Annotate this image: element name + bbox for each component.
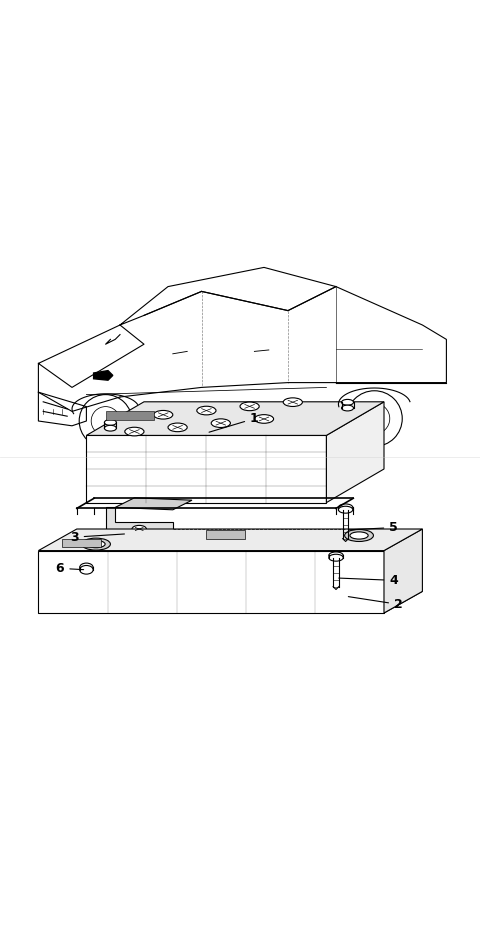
Ellipse shape — [211, 419, 230, 428]
Polygon shape — [38, 551, 384, 613]
Polygon shape — [115, 498, 192, 509]
Ellipse shape — [338, 504, 353, 511]
Ellipse shape — [350, 532, 368, 539]
Text: 1: 1 — [209, 412, 259, 432]
Ellipse shape — [329, 552, 343, 559]
Ellipse shape — [341, 405, 353, 411]
Polygon shape — [326, 401, 384, 503]
Text: 5: 5 — [348, 522, 398, 534]
Ellipse shape — [104, 419, 116, 425]
Text: 6: 6 — [56, 562, 84, 575]
Polygon shape — [384, 529, 422, 613]
Ellipse shape — [132, 525, 146, 533]
Text: 2: 2 — [348, 597, 403, 611]
Ellipse shape — [283, 398, 302, 406]
Ellipse shape — [329, 554, 343, 561]
Text: 4: 4 — [339, 574, 398, 587]
Polygon shape — [106, 507, 173, 537]
Ellipse shape — [254, 415, 274, 423]
Text: 3: 3 — [70, 531, 124, 544]
Ellipse shape — [341, 400, 353, 405]
Bar — [206, 530, 245, 538]
Ellipse shape — [345, 529, 373, 541]
Ellipse shape — [125, 427, 144, 436]
Ellipse shape — [80, 566, 93, 574]
Polygon shape — [86, 401, 384, 435]
Polygon shape — [38, 591, 422, 613]
Ellipse shape — [240, 402, 259, 411]
Ellipse shape — [104, 425, 116, 431]
Ellipse shape — [197, 406, 216, 415]
Ellipse shape — [338, 507, 353, 513]
Ellipse shape — [154, 411, 173, 419]
Polygon shape — [86, 435, 326, 503]
Polygon shape — [94, 371, 113, 380]
Bar — [62, 538, 101, 548]
Ellipse shape — [82, 538, 110, 550]
Bar — [106, 412, 154, 420]
Polygon shape — [38, 529, 422, 551]
Ellipse shape — [87, 540, 105, 548]
Ellipse shape — [80, 563, 93, 572]
Ellipse shape — [168, 423, 187, 431]
